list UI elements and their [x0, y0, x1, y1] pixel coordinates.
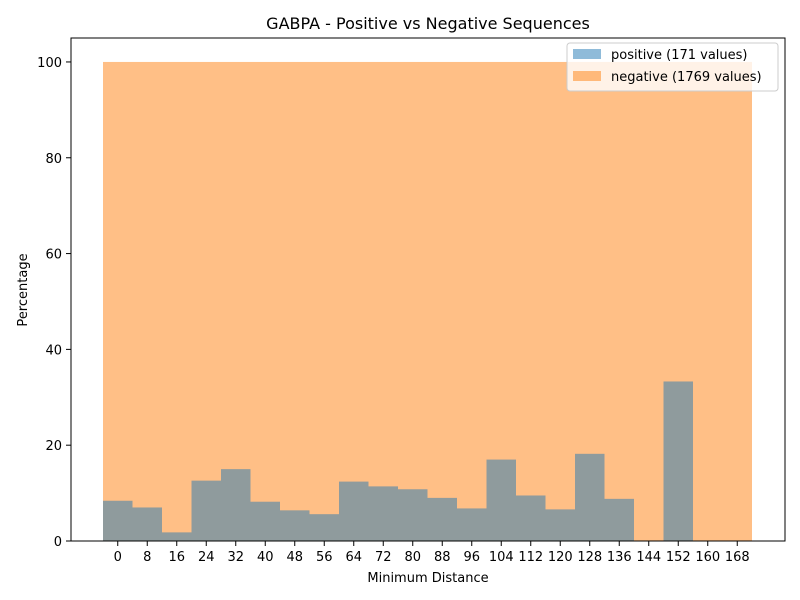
x-tick-label: 128 — [577, 550, 602, 565]
legend-box — [566, 42, 779, 92]
negative-bar-80 — [398, 61, 428, 541]
x-tick-label: 16 — [168, 550, 185, 565]
x-tick-label: 120 — [548, 550, 573, 565]
negative-bar-0 — [103, 61, 133, 541]
y-axis-title: Percentage — [16, 253, 31, 326]
positive-bar-152 — [663, 381, 693, 541]
y-axis: 0 20 40 60 80 100 — [37, 56, 71, 550]
positive-bar-8 — [132, 507, 162, 541]
positive-bar-104 — [486, 459, 516, 541]
x-tick-label: 112 — [518, 550, 543, 565]
negative-bar-144 — [634, 61, 664, 541]
negative-bar-32 — [221, 61, 251, 541]
positive-bar-120 — [545, 509, 575, 541]
positive-bar-0 — [103, 500, 133, 541]
negative-bar-168 — [722, 61, 752, 541]
negative-bar-40 — [250, 61, 280, 541]
x-tick-label: 64 — [345, 550, 362, 565]
y-tick-label: 80 — [45, 152, 62, 167]
negative-bar-8 — [132, 61, 162, 541]
negative-bar-24 — [191, 61, 221, 541]
chart-title: GABPA - Positive vs Negative Sequences — [266, 14, 590, 33]
y-tick-label: 100 — [37, 56, 62, 71]
negative-bar-56 — [309, 61, 339, 541]
x-tick-label: 136 — [607, 550, 632, 565]
negative-bar-72 — [368, 61, 398, 541]
x-tick-label: 56 — [316, 550, 333, 565]
negative-bar-96 — [457, 61, 487, 541]
negative-bar-64 — [339, 61, 369, 541]
negative-series — [103, 61, 752, 541]
x-tick-label: 32 — [227, 550, 244, 565]
x-tick-label: 8 — [143, 550, 151, 565]
positive-series — [103, 381, 693, 541]
x-axis: 0 8 16 24 32 40 48 56 64 72 80 88 96 104 112 120 128 136 1… — [114, 541, 750, 565]
x-tick-label: 160 — [695, 550, 720, 565]
x-tick-label: 48 — [286, 550, 303, 565]
positive-bar-128 — [575, 453, 605, 541]
x-tick-label: 72 — [375, 550, 392, 565]
positive-bar-48 — [280, 510, 310, 541]
negative-bar-160 — [693, 61, 723, 541]
positive-bar-136 — [604, 498, 634, 541]
x-tick-label: 80 — [404, 550, 421, 565]
negative-bar-112 — [516, 61, 546, 541]
x-tick-label: 40 — [257, 550, 274, 565]
y-tick-label: 60 — [45, 248, 62, 263]
x-tick-label: 24 — [198, 550, 215, 565]
positive-bar-64 — [339, 481, 369, 541]
positive-bar-40 — [250, 501, 280, 541]
positive-bar-112 — [516, 495, 546, 541]
positive-bar-88 — [427, 497, 457, 541]
x-axis-title: Minimum Distance — [367, 571, 488, 586]
positive-bar-72 — [368, 486, 398, 541]
y-tick-label: 40 — [45, 343, 62, 358]
legend-label-positive: positive (171 values) — [611, 48, 748, 63]
legend-swatch-negative — [573, 71, 601, 81]
positive-bar-32 — [221, 469, 251, 541]
negative-bar-16 — [162, 61, 192, 541]
positive-bar-24 — [191, 480, 221, 541]
x-tick-label: 152 — [666, 550, 691, 565]
negative-bar-136 — [604, 61, 634, 541]
positive-bar-56 — [309, 514, 339, 541]
y-tick-label: 0 — [54, 535, 62, 550]
positive-bar-16 — [162, 532, 192, 541]
negative-bar-48 — [280, 61, 310, 541]
legend-label-negative: negative (1769 values) — [611, 70, 762, 85]
legend-swatch-positive — [573, 49, 601, 59]
x-tick-label: 96 — [463, 550, 480, 565]
x-tick-label: 144 — [636, 550, 661, 565]
positive-bar-80 — [398, 489, 428, 541]
positive-bar-96 — [457, 508, 487, 541]
x-tick-label: 104 — [489, 550, 514, 565]
negative-bar-88 — [427, 61, 457, 541]
x-tick-label: 168 — [725, 550, 750, 565]
y-tick-label: 20 — [45, 439, 62, 454]
x-tick-label: 0 — [114, 550, 122, 565]
negative-bar-120 — [545, 61, 575, 541]
x-tick-label: 88 — [434, 550, 451, 565]
legend: positive (171 values) negative (1769 val… — [566, 42, 779, 92]
plot-frame — [70, 37, 786, 542]
